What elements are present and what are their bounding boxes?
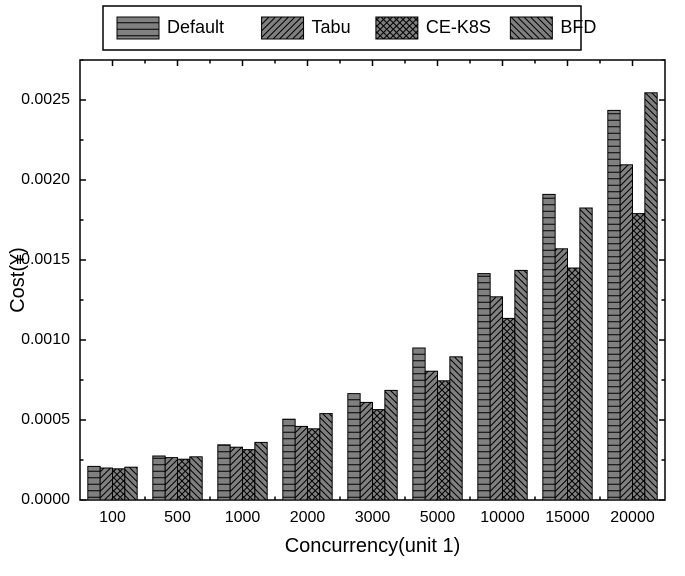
- bar-BFD-500: [190, 457, 202, 500]
- chart-container: { "chart": { "type": "bar", "width": 685…: [0, 0, 685, 576]
- x-tick-label: 2000: [290, 509, 326, 526]
- legend-label-Default: Default: [167, 17, 224, 37]
- bar-CE-K8S-100: [113, 469, 125, 500]
- bar-CE-K8S-500: [178, 459, 190, 500]
- cost-vs-concurrency-chart: 0.00000.00050.00100.00150.00200.00251005…: [0, 0, 685, 576]
- legend-swatch-Default: [117, 17, 159, 39]
- bar-BFD-5000: [450, 357, 462, 500]
- x-tick-label: 20000: [610, 509, 655, 526]
- bar-Tabu-1000: [230, 447, 242, 500]
- bar-BFD-2000: [320, 414, 332, 500]
- legend-swatch-Tabu: [262, 17, 304, 39]
- bar-CE-K8S-3000: [373, 410, 385, 500]
- y-axis-label: Cost(¥): [7, 247, 29, 313]
- bar-CE-K8S-2000: [308, 429, 320, 500]
- bar-Default-10000: [478, 274, 490, 500]
- y-tick-label: 0.0000: [21, 491, 70, 508]
- bar-Tabu-100: [100, 468, 112, 500]
- legend-swatch-BFD: [510, 17, 552, 39]
- legend-label-CE-K8S: CE-K8S: [426, 17, 491, 37]
- bar-BFD-10000: [515, 270, 527, 500]
- x-tick-label: 1000: [225, 509, 261, 526]
- bar-Default-100: [88, 466, 100, 500]
- legend-label-Tabu: Tabu: [312, 17, 351, 37]
- bar-Default-15000: [543, 194, 555, 500]
- x-tick-label: 500: [164, 509, 191, 526]
- bar-Tabu-2000: [295, 426, 307, 500]
- x-tick-label: 10000: [480, 509, 525, 526]
- bars-group: [88, 93, 657, 500]
- bar-Tabu-3000: [360, 402, 372, 500]
- legend-swatch-CE-K8S: [376, 17, 418, 39]
- bar-Tabu-10000: [490, 297, 502, 500]
- bar-Default-20000: [608, 110, 620, 500]
- bar-Tabu-5000: [425, 371, 437, 500]
- legend-label-BFD: BFD: [560, 17, 596, 37]
- x-tick-label: 100: [99, 509, 126, 526]
- y-tick-label: 0.0010: [21, 331, 70, 348]
- bar-CE-K8S-1000: [243, 450, 255, 500]
- bar-Default-5000: [413, 348, 425, 500]
- y-tick-label: 0.0005: [21, 411, 70, 428]
- bar-Tabu-500: [165, 458, 177, 500]
- bar-CE-K8S-10000: [503, 318, 515, 500]
- bar-Default-1000: [218, 445, 230, 500]
- bar-BFD-20000: [645, 93, 657, 500]
- bar-Tabu-20000: [620, 165, 632, 500]
- bar-Tabu-15000: [555, 249, 567, 500]
- x-tick-label: 15000: [545, 509, 590, 526]
- bar-CE-K8S-5000: [438, 381, 450, 500]
- bar-CE-K8S-20000: [633, 214, 645, 500]
- bar-Default-3000: [348, 394, 360, 500]
- bar-BFD-1000: [255, 442, 267, 500]
- y-tick-label: 0.0025: [21, 91, 70, 108]
- bar-Default-500: [153, 456, 165, 500]
- x-axis-label: Concurrency(unit 1): [285, 535, 461, 557]
- bar-CE-K8S-15000: [568, 268, 580, 500]
- bar-BFD-15000: [580, 208, 592, 500]
- y-tick-label: 0.0020: [21, 171, 70, 188]
- bar-BFD-3000: [385, 390, 397, 500]
- x-tick-label: 5000: [420, 509, 456, 526]
- bar-BFD-100: [125, 467, 137, 500]
- bar-Default-2000: [283, 419, 295, 500]
- x-tick-label: 3000: [355, 509, 391, 526]
